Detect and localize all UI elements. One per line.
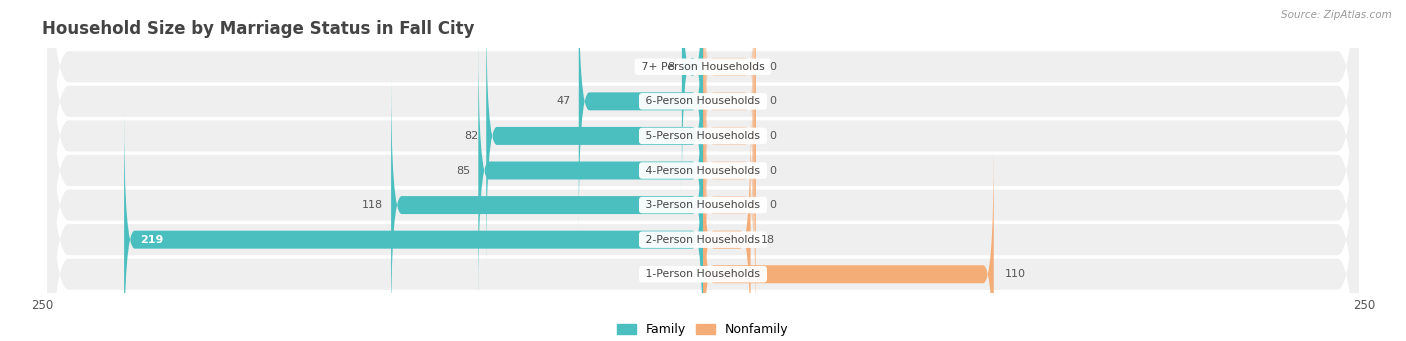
Text: 85: 85 — [457, 165, 471, 176]
Text: 47: 47 — [557, 97, 571, 106]
Text: 0: 0 — [769, 200, 776, 210]
FancyBboxPatch shape — [703, 6, 756, 265]
Text: 219: 219 — [141, 235, 163, 244]
Text: 8: 8 — [666, 62, 673, 72]
FancyBboxPatch shape — [703, 110, 751, 341]
Legend: Family, Nonfamily: Family, Nonfamily — [612, 318, 794, 341]
FancyBboxPatch shape — [478, 41, 703, 300]
FancyBboxPatch shape — [48, 13, 1358, 341]
FancyBboxPatch shape — [48, 0, 1358, 341]
Text: 3-Person Households: 3-Person Households — [643, 200, 763, 210]
Text: 118: 118 — [361, 200, 384, 210]
FancyBboxPatch shape — [486, 6, 703, 265]
Text: 110: 110 — [1004, 269, 1025, 279]
FancyBboxPatch shape — [682, 0, 703, 196]
Text: 18: 18 — [761, 235, 775, 244]
FancyBboxPatch shape — [48, 0, 1358, 341]
FancyBboxPatch shape — [48, 0, 1358, 328]
Text: 4-Person Households: 4-Person Households — [643, 165, 763, 176]
FancyBboxPatch shape — [48, 0, 1358, 341]
Text: 0: 0 — [769, 131, 776, 141]
FancyBboxPatch shape — [48, 0, 1358, 341]
Text: 2-Person Households: 2-Person Households — [643, 235, 763, 244]
Text: Household Size by Marriage Status in Fall City: Household Size by Marriage Status in Fal… — [42, 20, 475, 38]
FancyBboxPatch shape — [48, 0, 1358, 341]
FancyBboxPatch shape — [703, 0, 756, 196]
Text: 0: 0 — [769, 97, 776, 106]
FancyBboxPatch shape — [124, 110, 703, 341]
Text: 6-Person Households: 6-Person Households — [643, 97, 763, 106]
FancyBboxPatch shape — [391, 76, 703, 335]
Text: 7+ Person Households: 7+ Person Households — [638, 62, 768, 72]
FancyBboxPatch shape — [703, 76, 756, 335]
Text: Source: ZipAtlas.com: Source: ZipAtlas.com — [1281, 10, 1392, 20]
Text: 5-Person Households: 5-Person Households — [643, 131, 763, 141]
Text: 82: 82 — [464, 131, 478, 141]
Text: 0: 0 — [769, 165, 776, 176]
Text: 1-Person Households: 1-Person Households — [643, 269, 763, 279]
FancyBboxPatch shape — [703, 0, 756, 231]
FancyBboxPatch shape — [579, 0, 703, 231]
Text: 0: 0 — [769, 62, 776, 72]
FancyBboxPatch shape — [703, 145, 994, 341]
FancyBboxPatch shape — [703, 41, 756, 300]
